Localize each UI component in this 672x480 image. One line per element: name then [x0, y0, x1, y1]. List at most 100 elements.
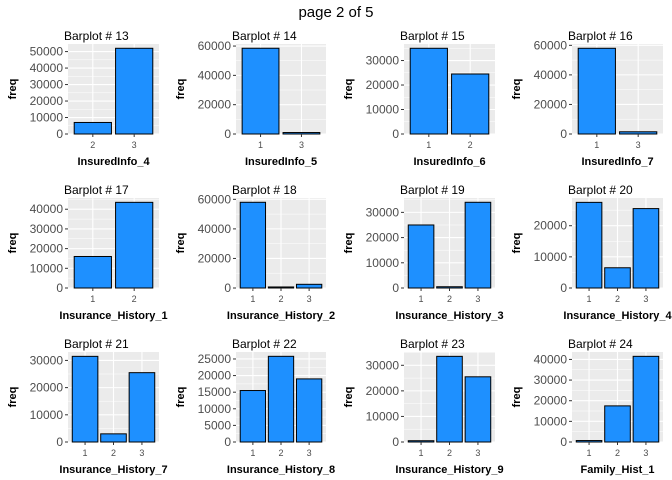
plot-title: Barplot # 20 — [568, 183, 633, 197]
bar — [436, 286, 463, 289]
barplot-panel: 0 20000 40000 60000 1 3 Barplot # 16 InsuredInf… — [511, 29, 663, 168]
y-tick-label: 20000 — [534, 394, 568, 408]
y-tick-label: 0 — [56, 281, 63, 295]
x-axis-label: Insurance_History_2 — [227, 310, 335, 322]
bar — [604, 267, 631, 289]
x-tick-label: 2 — [615, 448, 620, 458]
y-tick-label: 40000 — [198, 68, 232, 82]
bar — [239, 390, 267, 443]
x-tick-label: 3 — [636, 140, 641, 150]
x-tick-label: 2 — [90, 140, 95, 150]
y-axis-label: freq — [7, 387, 19, 408]
y-tick-label: 0 — [224, 435, 231, 449]
y-axis-label: freq — [511, 79, 523, 100]
bar — [632, 355, 660, 443]
y-tick-label: 20000 — [366, 384, 400, 398]
x-axis-label: Insurance_History_8 — [227, 464, 335, 476]
plot-title: Barplot # 15 — [400, 29, 465, 43]
x-tick-label: 1 — [250, 294, 255, 304]
plot-title: Barplot # 13 — [64, 29, 129, 43]
plot-title: Barplot # 21 — [64, 337, 129, 351]
bar — [407, 224, 435, 289]
y-tick-label: 20000 — [366, 231, 400, 245]
bar — [241, 47, 280, 135]
x-tick-label: 3 — [132, 140, 137, 150]
x-tick-label: 1 — [426, 140, 431, 150]
y-axis-label: freq — [175, 387, 187, 408]
y-tick-label: 30000 — [30, 78, 64, 92]
x-axis-label: InsuredInfo_7 — [581, 156, 653, 168]
bar — [464, 376, 492, 443]
x-tick-label: 2 — [111, 448, 116, 458]
x-tick-label: 3 — [299, 140, 304, 150]
bar — [407, 440, 435, 443]
bar — [71, 355, 99, 443]
barplot-panel: 0 10000 20000 1 2 3 Barplot # 20 Insurance_Hist… — [511, 183, 672, 322]
y-tick-label: 10000 — [366, 103, 400, 117]
barplot-panel: 0 10000 20000 30000 1 2 3 Barplot # 21 Insurance… — [7, 337, 168, 476]
y-tick-label: 40000 — [30, 202, 64, 216]
x-tick-label: 1 — [594, 140, 599, 150]
y-tick-label: 5000 — [204, 418, 231, 432]
y-tick-label: 10000 — [30, 408, 64, 422]
x-tick-label: 1 — [419, 294, 424, 304]
barplot-panel: 0 10000 20000 30000 1 2 3 Barplot # 23 Insurance… — [343, 337, 504, 476]
y-tick-label: 0 — [392, 127, 399, 141]
x-tick-label: 1 — [419, 448, 424, 458]
x-tick-label: 1 — [587, 448, 592, 458]
y-tick-label: 20000 — [198, 369, 232, 383]
y-tick-label: 10000 — [534, 414, 568, 428]
y-tick-label: 0 — [56, 435, 63, 449]
y-axis-label: freq — [343, 387, 355, 408]
y-tick-label: 40000 — [534, 68, 568, 82]
x-tick-label: 1 — [258, 140, 263, 150]
x-axis-label: InsuredInfo_5 — [245, 156, 317, 168]
bar — [577, 47, 616, 135]
x-axis-label: Insurance_History_7 — [59, 464, 167, 476]
y-tick-label: 0 — [560, 281, 567, 295]
plot-title: Barplot # 16 — [568, 29, 633, 43]
y-tick-label: 30000 — [366, 358, 400, 372]
bar — [282, 132, 321, 135]
barplot-panel: 0 20000 40000 60000 1 3 Barplot # 14 InsuredInf… — [175, 29, 326, 168]
x-axis-label: Insurance_History_1 — [59, 310, 167, 322]
y-tick-label: 10000 — [30, 261, 64, 275]
plot-title: Barplot # 18 — [232, 183, 297, 197]
y-tick-label: 0 — [560, 435, 567, 449]
y-tick-label: 60000 — [534, 38, 568, 52]
y-axis-label: freq — [511, 233, 523, 254]
bar — [128, 372, 156, 443]
x-axis-label: InsuredInfo_6 — [413, 156, 485, 168]
y-tick-label: 40000 — [198, 222, 232, 236]
y-tick-label: 20000 — [198, 98, 232, 112]
bar — [239, 201, 267, 289]
plot-title: Barplot # 19 — [400, 183, 465, 197]
bar — [115, 47, 154, 135]
bar — [451, 73, 490, 135]
y-tick-label: 30000 — [534, 373, 568, 387]
y-tick-label: 20000 — [534, 97, 568, 111]
barplot-panel: 0 5000 10000 15000 20000 25000 1 2 3 Barplot # 22… — [175, 337, 335, 476]
x-axis-label: Insurance_History_9 — [395, 464, 503, 476]
x-tick-label: 2 — [615, 294, 620, 304]
x-tick-label: 3 — [643, 294, 648, 304]
y-axis-label: freq — [7, 79, 19, 100]
bar — [267, 355, 295, 443]
x-tick-label: 2 — [447, 294, 452, 304]
y-axis-label: freq — [175, 79, 187, 100]
bar — [632, 208, 660, 289]
y-tick-label: 30000 — [30, 353, 64, 367]
x-tick-label: 1 — [83, 448, 88, 458]
y-axis-label: freq — [175, 233, 187, 254]
bar — [100, 433, 127, 443]
y-tick-label: 40000 — [534, 352, 568, 366]
bar — [604, 405, 631, 443]
x-tick-label: 3 — [307, 448, 312, 458]
y-tick-label: 30000 — [366, 205, 400, 219]
y-tick-label: 0 — [392, 281, 399, 295]
bar — [575, 201, 603, 289]
bar — [73, 255, 112, 289]
barplot-panel: 0 10000 20000 30000 40000 1 2 Barplot # 17 Insur… — [7, 183, 168, 322]
y-tick-label: 15000 — [198, 385, 232, 399]
x-tick-label: 2 — [278, 448, 283, 458]
